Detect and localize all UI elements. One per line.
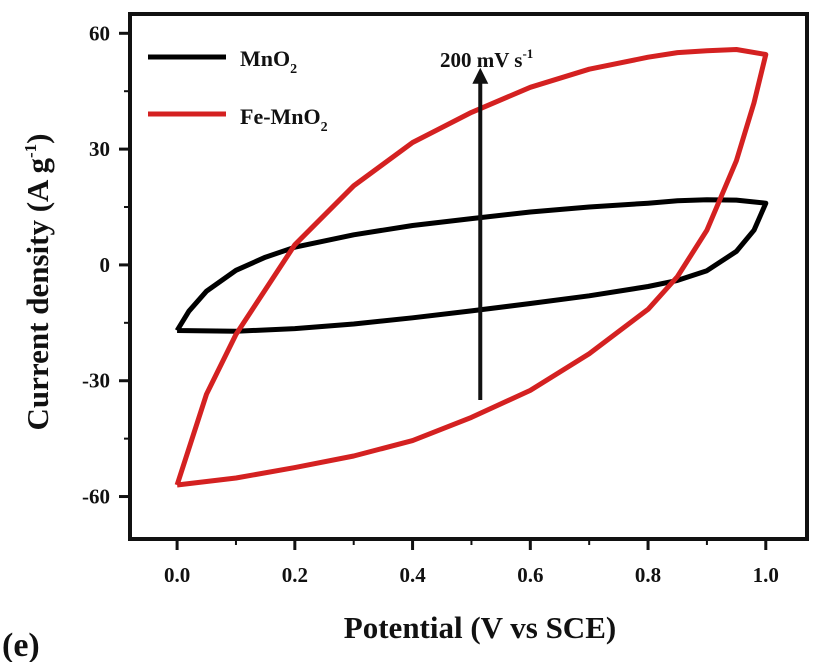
y-tick-label: 60 xyxy=(89,21,110,45)
x-tick-label: 0.2 xyxy=(282,563,308,587)
y-tick-label: 0 xyxy=(100,253,111,277)
x-tick-label: 0.8 xyxy=(635,563,661,587)
series-line-mno2 xyxy=(174,197,769,334)
x-tick-label: 0.4 xyxy=(399,563,426,587)
series-line-fe-mno2 xyxy=(174,47,769,488)
plot-frame xyxy=(128,12,809,541)
y-tick-label: -30 xyxy=(82,369,110,393)
y-axis: -60 -30 0 30 60 xyxy=(82,21,130,509)
x-tick-label: 0.0 xyxy=(164,563,190,587)
y-tick-label: -60 xyxy=(82,485,110,509)
y-tick-label: 30 xyxy=(89,137,110,161)
legend-label-mno2: MnO2 xyxy=(240,46,297,77)
x-axis-label: Potential (V vs SCE) xyxy=(344,610,616,645)
x-axis: 0.0 0.2 0.4 0.6 0.8 1.0 xyxy=(164,539,779,587)
y-axis-label: Current density (A g-1) xyxy=(20,134,55,431)
x-tick-label: 0.6 xyxy=(517,563,543,587)
legend-label-fe-mno2: Fe-MnO2 xyxy=(240,104,328,135)
x-tick-label: 1.0 xyxy=(753,563,779,587)
legend: MnO2 Fe-MnO2 xyxy=(148,46,328,135)
series-group xyxy=(174,47,769,488)
panel-label: (e) xyxy=(2,627,40,662)
annotation-text: 200 mV s-1 xyxy=(440,46,533,72)
